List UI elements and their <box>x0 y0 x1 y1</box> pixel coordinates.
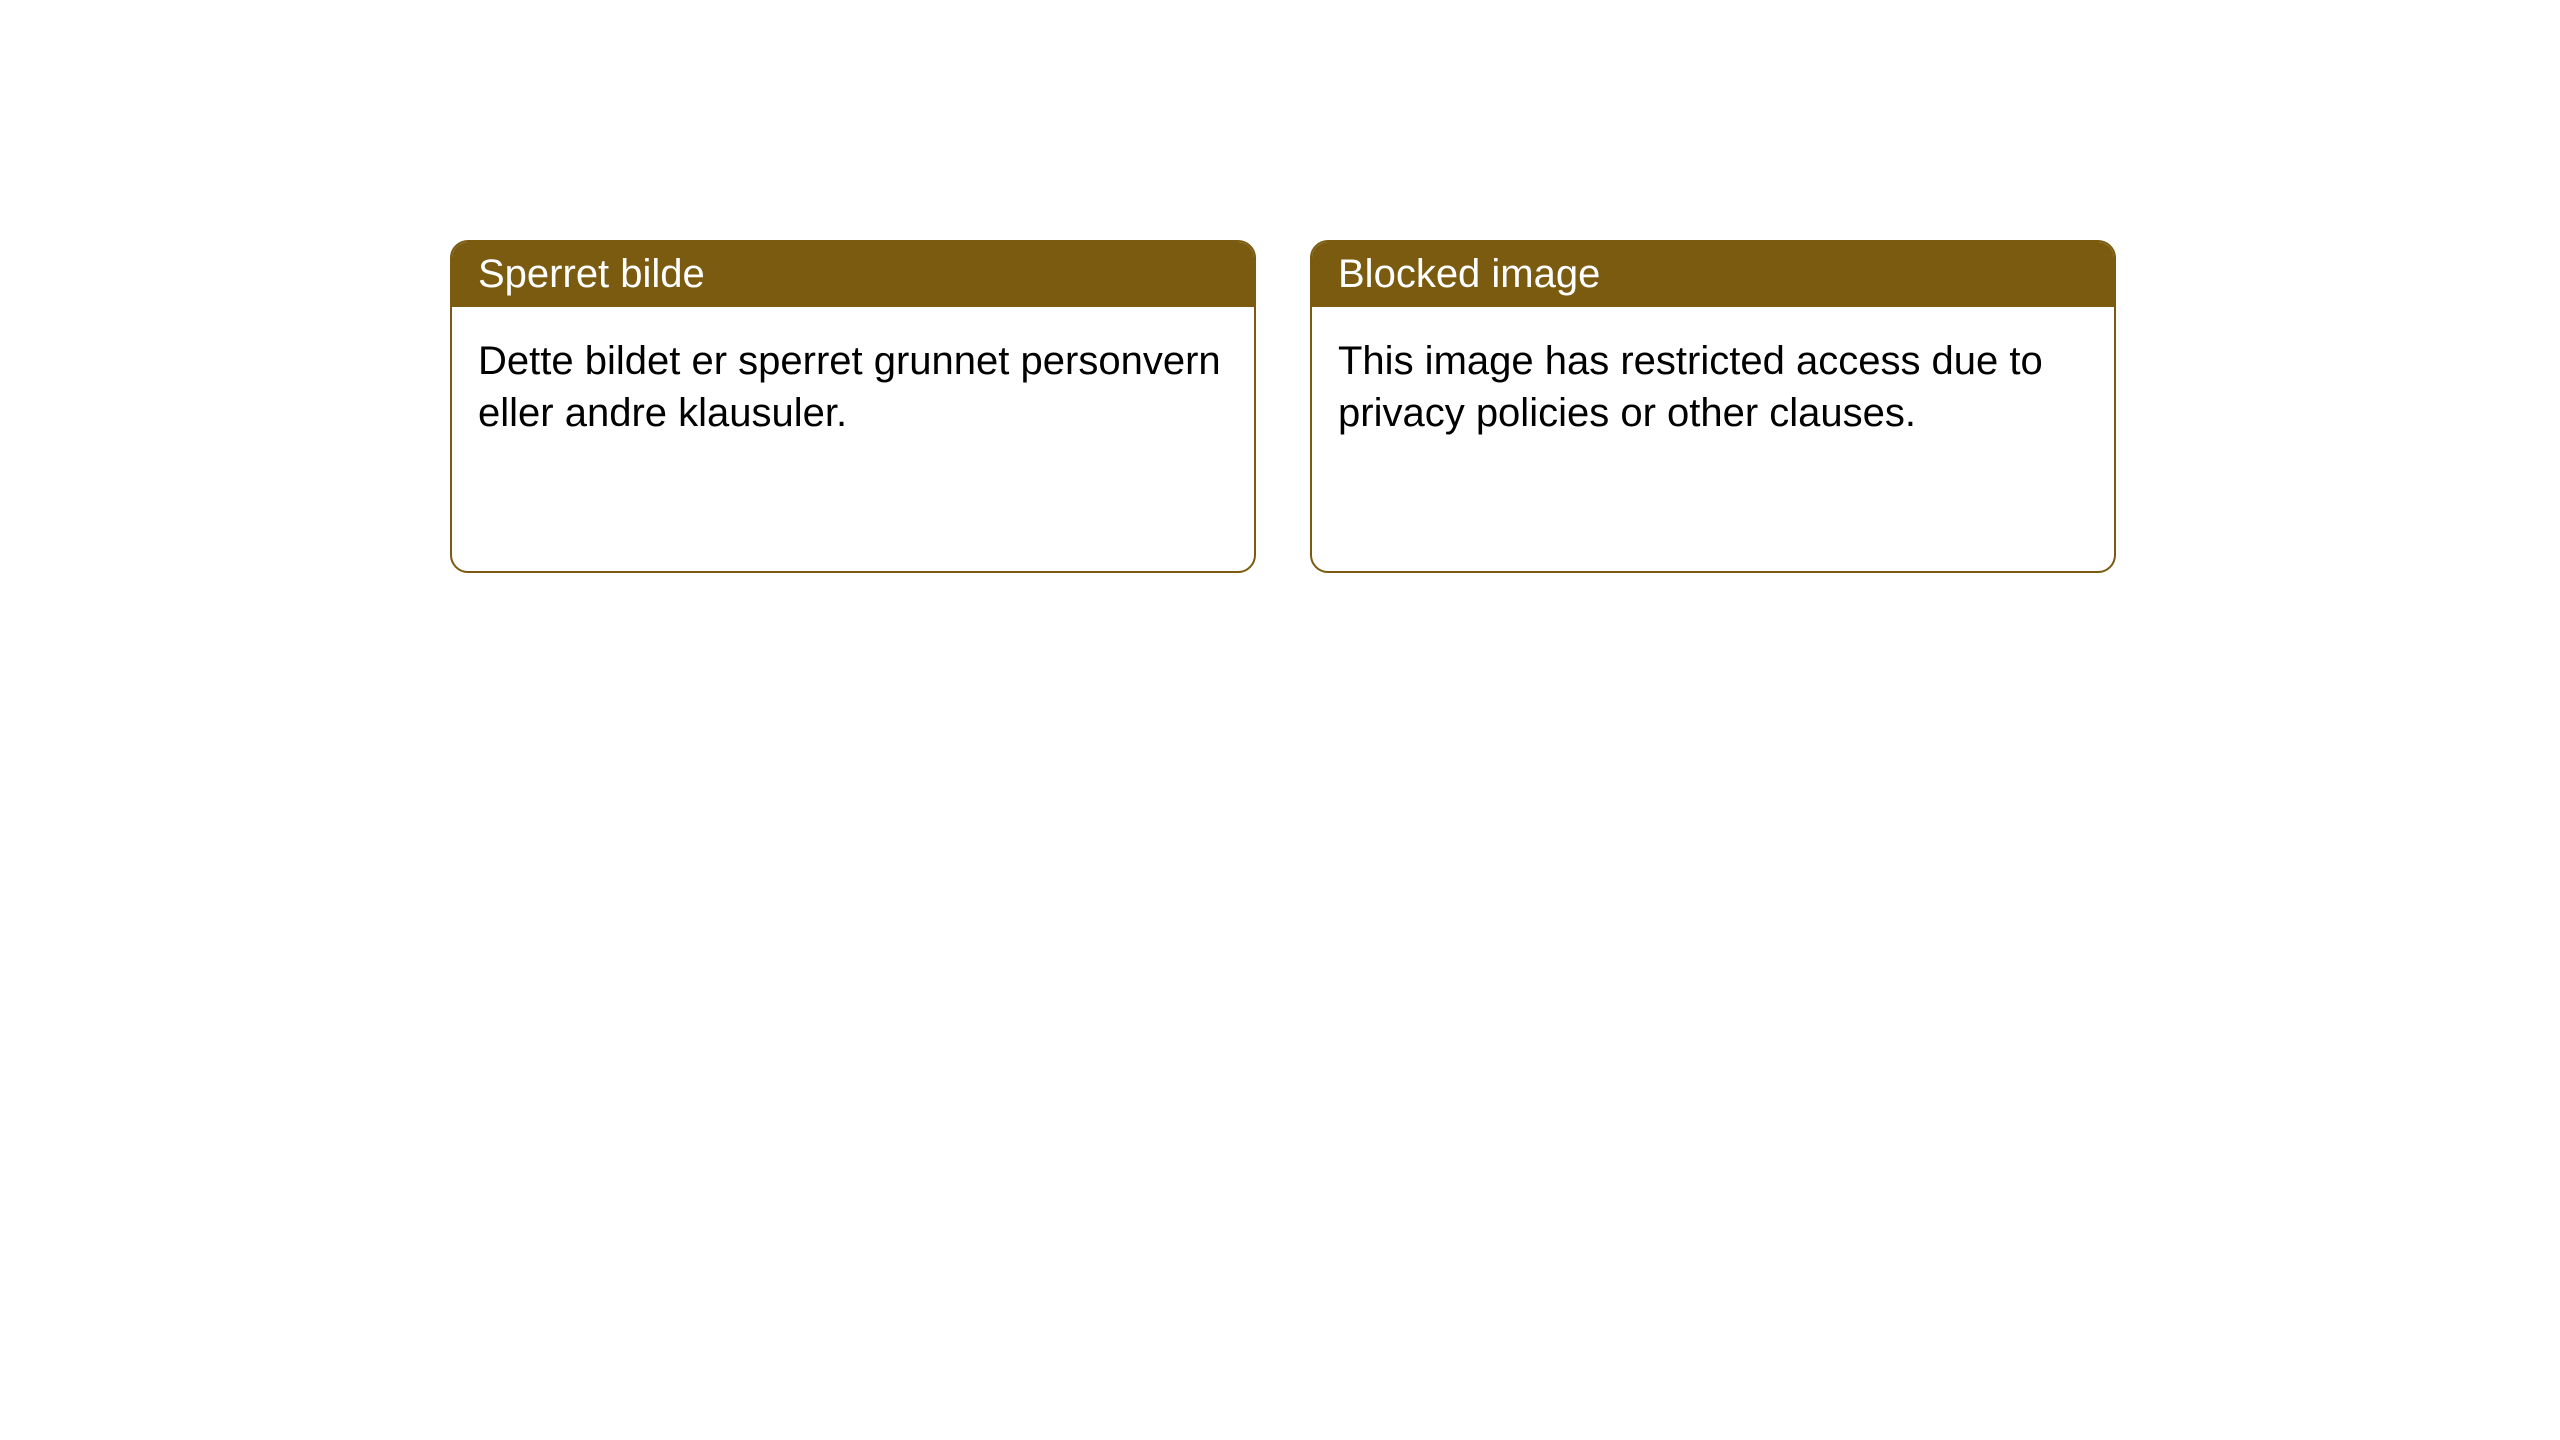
notice-title-english: Blocked image <box>1312 242 2114 307</box>
notice-card-norwegian: Sperret bilde Dette bildet er sperret gr… <box>450 240 1256 573</box>
notice-body-norwegian: Dette bildet er sperret grunnet personve… <box>452 307 1254 467</box>
notice-card-english: Blocked image This image has restricted … <box>1310 240 2116 573</box>
notice-container: Sperret bilde Dette bildet er sperret gr… <box>0 0 2560 573</box>
notice-body-english: This image has restricted access due to … <box>1312 307 2114 467</box>
notice-title-norwegian: Sperret bilde <box>452 242 1254 307</box>
